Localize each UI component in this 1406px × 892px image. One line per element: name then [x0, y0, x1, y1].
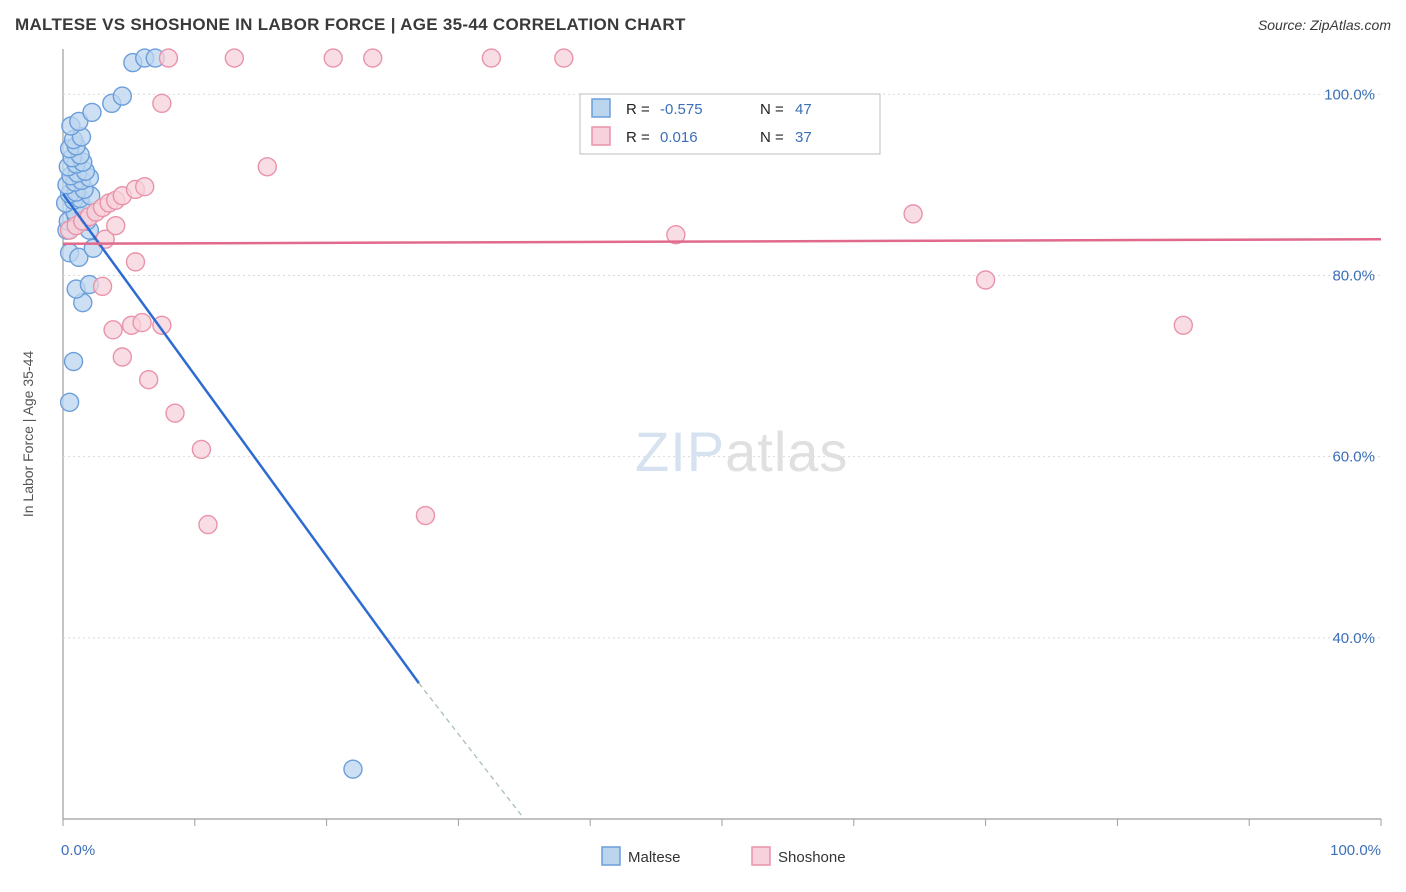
svg-text:-0.575: -0.575 [660, 101, 703, 118]
svg-text:R =: R = [626, 129, 650, 146]
svg-text:Shoshone: Shoshone [778, 849, 846, 866]
source-name: ZipAtlas.com [1310, 17, 1391, 33]
svg-text:80.0%: 80.0% [1332, 267, 1375, 284]
svg-text:N =: N = [760, 129, 784, 146]
svg-text:40.0%: 40.0% [1332, 630, 1375, 647]
svg-text:60.0%: 60.0% [1332, 449, 1375, 466]
svg-text:In Labor Force | Age 35-44: In Labor Force | Age 35-44 [20, 351, 36, 518]
source-prefix: Source: [1258, 17, 1310, 33]
correlation-scatter-chart: ZIPatlas 40.0% 60.0% 80.0% 100.0% 0.0% 100.0% I… [15, 41, 1391, 877]
svg-text:100.0%: 100.0% [1324, 86, 1375, 103]
chart-title: MALTESE VS SHOSHONE IN LABOR FORCE | AGE… [15, 15, 686, 35]
svg-text:100.0%: 100.0% [1330, 842, 1381, 859]
svg-text:47: 47 [795, 101, 812, 118]
svg-text:0.0%: 0.0% [61, 842, 95, 859]
svg-text:R =: R = [626, 101, 650, 118]
svg-text:ZIPatlas: ZIPatlas [635, 420, 848, 483]
source-label: Source: ZipAtlas.com [1258, 17, 1391, 35]
svg-text:Maltese: Maltese [628, 849, 681, 866]
svg-text:37: 37 [795, 129, 812, 146]
svg-text:0.016: 0.016 [660, 129, 698, 146]
svg-text:N =: N = [760, 101, 784, 118]
